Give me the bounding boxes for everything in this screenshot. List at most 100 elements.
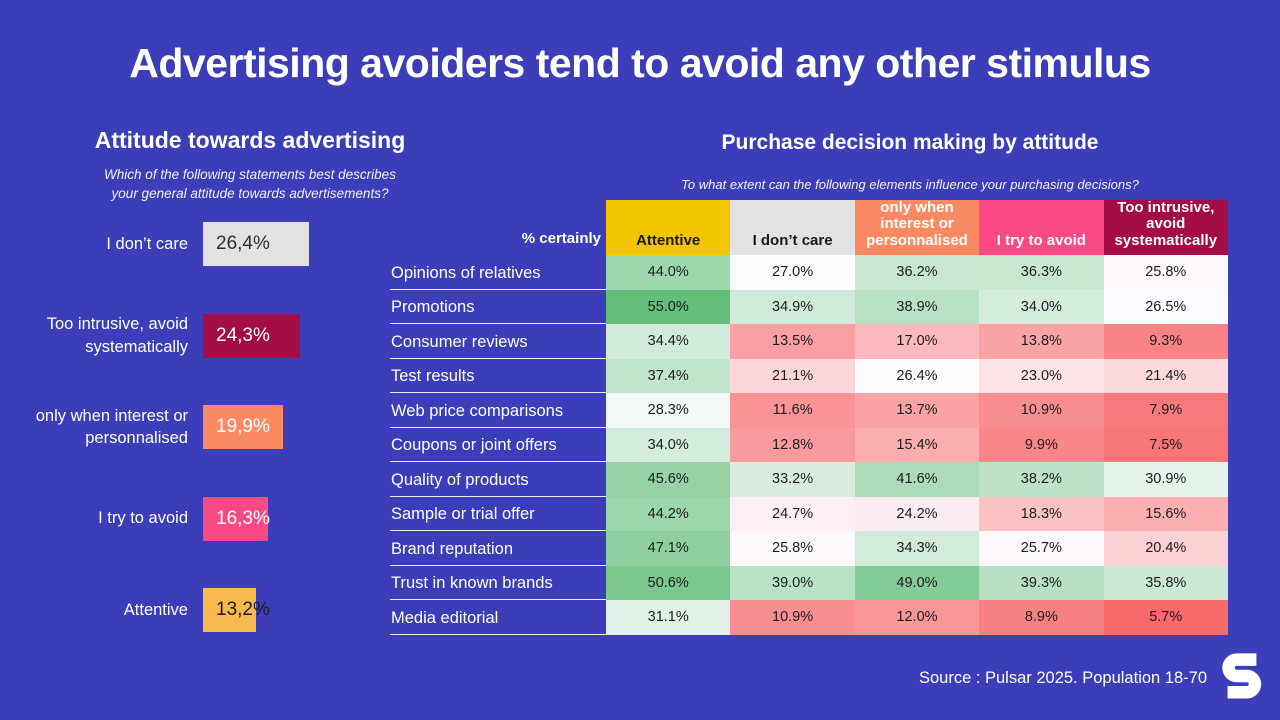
bar-value-label: 13,2% [216, 599, 270, 620]
bar-value-label: 24,3% [216, 324, 270, 346]
heatmap-cell: 15.6% [1103, 496, 1228, 531]
bar-category-label: Too intrusive, avoid systematically [46, 315, 188, 356]
heatmap-cell: 27.0% [730, 255, 855, 290]
row-label: Sample or trial offer [390, 497, 606, 531]
bar-row: I don’t care 26,4% [20, 222, 440, 266]
purchase-heatmap-table: % certainly Attentive I don’t care only whe… [390, 199, 1228, 635]
heatmap-cell: 45.6% [606, 462, 731, 497]
heatmap-cell: 31.1% [606, 600, 731, 635]
row-label: Web price comparisons [390, 393, 606, 428]
heatmap-cell: 25.8% [730, 531, 855, 566]
row-label: Opinions of relatives [390, 255, 606, 290]
heatmap-cell: 7.5% [1103, 427, 1228, 462]
heatmap-cell: 25.8% [1103, 255, 1228, 290]
attitude-chart-subtitle: Which of the following statements best d… [104, 167, 396, 201]
bar-row: only when interest or personnalised 19,9% [20, 405, 440, 449]
heatmap-cell: 21.1% [730, 358, 855, 393]
heatmap-cell: 34.3% [854, 531, 980, 566]
heatmap-cell: 10.9% [979, 393, 1104, 428]
heatmap-cell: 10.9% [730, 600, 855, 635]
row-label: Quality of products [390, 462, 606, 497]
row-label: Coupons or joint offers [390, 428, 606, 462]
row-label: Consumer reviews [390, 324, 606, 359]
row-label: Media editorial [390, 600, 606, 635]
heatmap-cell: 26.5% [1103, 289, 1228, 324]
bar-row: Too intrusive, avoid systematically 24,3% [20, 313, 440, 358]
corner-label: % certainly [521, 230, 601, 247]
bar: 26,4% [203, 222, 309, 266]
heatmap-cell: 35.8% [1103, 565, 1228, 600]
heatmap-cell: 34.0% [979, 289, 1104, 324]
bar: 16,3% [203, 496, 270, 541]
heatmap-cell: 20.4% [1103, 531, 1228, 566]
heatmap-cell: 36.2% [854, 255, 980, 290]
bar-value-label: 19,9% [216, 416, 270, 437]
heatmap-cell: 44.2% [606, 496, 731, 531]
heatmap-cell: 8.9% [979, 600, 1104, 635]
bar: 19,9% [203, 405, 283, 449]
column-header: I try to avoid [979, 200, 1104, 255]
heatmap-cell: 25.7% [979, 531, 1104, 566]
bar-row: I try to avoid 16,3% [20, 496, 440, 541]
logo-s-icon [1220, 651, 1264, 699]
heatmap-cell: 13.5% [730, 324, 855, 359]
heatmap-cell: 34.0% [606, 427, 731, 462]
heatmap-cell: 41.6% [854, 462, 980, 497]
heatmap-cell: 17.0% [854, 324, 980, 359]
heatmap-cell: 44.0% [606, 255, 731, 290]
column-header: Attentive [606, 200, 731, 255]
heatmap-cell: 5.7% [1103, 600, 1228, 635]
heatmap-cell: 24.2% [854, 496, 980, 531]
heatmap-cell: 38.2% [979, 462, 1104, 497]
page-title: Advertising avoiders tend to avoid any o… [129, 40, 1151, 86]
heatmap-cell: 15.4% [854, 427, 980, 462]
heatmap-cell: 12.8% [730, 427, 855, 462]
bar: 13,2% [203, 588, 270, 632]
purchase-table-title: Purchase decision making by attitude [721, 131, 1099, 154]
heatmap-cell: 39.3% [979, 565, 1104, 600]
heatmap-cell: 7.9% [1103, 393, 1228, 428]
heatmap-cell: 23.0% [979, 358, 1104, 393]
column-header: only when interest or personnalised [854, 199, 980, 255]
heatmap-cell: 49.0% [854, 565, 980, 600]
heatmap-cell: 21.4% [1103, 358, 1228, 393]
heatmap-cell: 39.0% [730, 565, 855, 600]
bar: 24,3% [203, 313, 301, 358]
row-label: Brand reputation [390, 531, 606, 566]
heatmap-cell: 24.7% [730, 496, 855, 531]
heatmap-cell: 30.9% [1103, 462, 1228, 497]
heatmap-cell: 13.8% [979, 324, 1104, 359]
heatmap-cell: 36.3% [979, 255, 1104, 290]
purchase-table-subtitle: To what extent can the following element… [681, 177, 1139, 192]
heatmap-cell: 55.0% [606, 289, 731, 324]
heatmap-cell: 38.9% [854, 289, 980, 324]
heatmap-cell: 13.7% [854, 393, 980, 428]
bar-category-label: I don’t care [106, 234, 188, 253]
heatmap-cell: 18.3% [979, 496, 1104, 531]
heatmap-cell: 28.3% [606, 393, 731, 428]
column-header: I don’t care [730, 200, 855, 255]
heatmap-cell: 11.6% [730, 393, 855, 428]
bar-row: Attentive 13,2% [20, 588, 440, 632]
bar-value-label: 26,4% [216, 233, 270, 254]
heatmap-cell: 33.2% [730, 462, 855, 497]
bar-category-label: only when interest or personnalised [35, 406, 188, 447]
attitude-chart-title: Attitude towards advertising [94, 127, 406, 153]
heatmap-cell: 9.3% [1103, 324, 1228, 359]
row-label: Test results [390, 359, 606, 393]
source-text: Source : Pulsar 2025. Population 18-70 [918, 669, 1207, 687]
heatmap-cell: 37.4% [606, 358, 731, 393]
heatmap-cell: 26.4% [854, 358, 980, 393]
bar-category-label: Attentive [123, 600, 188, 619]
heatmap-cell: 12.0% [854, 600, 980, 635]
heatmap-cell: 34.9% [730, 289, 855, 324]
column-header: Too intrusive, avoid systematically [1103, 199, 1228, 255]
heatmap-cell: 9.9% [979, 427, 1104, 462]
bar-category-label: I try to avoid [98, 509, 188, 528]
heatmap-cell: 34.4% [606, 324, 731, 359]
heatmap-cell: 50.6% [606, 565, 731, 600]
heatmap-cell: 47.1% [606, 531, 731, 566]
bar-value-label: 16,3% [216, 507, 270, 529]
row-label: Trust in known brands [390, 566, 606, 600]
